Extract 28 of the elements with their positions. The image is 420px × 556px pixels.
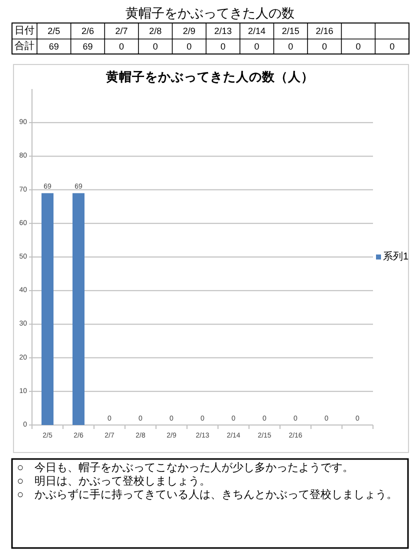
category-label: 2/6 [81, 26, 94, 36]
data-label: 0 [254, 42, 260, 52]
category-label: 2/7 [115, 26, 128, 36]
category-label: 2/5 [48, 26, 60, 36]
data-label: 0 [356, 42, 361, 52]
category-label: 2/9 [182, 26, 196, 36]
data-label: 0 [390, 42, 395, 52]
data-label: 69 [48, 42, 59, 52]
data-label: 0 [152, 42, 158, 52]
category-label: 2/15 [282, 26, 300, 36]
category-label: 2/14 [248, 26, 266, 36]
text: ○ かぶらずに手に持ってきている人は、きちんとかぶって登校しましょう。 [17, 488, 398, 501]
category-label: 2/16 [316, 26, 334, 36]
chart-title: 黄帽子をかぶってきた人の数（人） [105, 70, 314, 84]
data-label: 0 [119, 42, 124, 52]
data-label: 0 [322, 42, 327, 52]
category-label: 2/13 [214, 26, 232, 36]
legend-label: 系列1 [383, 250, 409, 262]
data-label: 0 [186, 42, 192, 52]
text: ○ 今日も、帽子をかぶってこなかった人が少し多かったようです。 [17, 461, 354, 474]
text: 黄帽子をかぶってきた人の数 [126, 6, 294, 20]
text: 合計 [14, 40, 34, 52]
data-label: 69 [82, 42, 93, 52]
text: 日付 [14, 26, 34, 36]
data-label: 0 [220, 42, 226, 52]
category-label: 2/8 [149, 26, 162, 36]
data-label: 0 [288, 42, 294, 52]
text: ○ 明日は、かぶって登校しましょう。 [17, 474, 211, 488]
